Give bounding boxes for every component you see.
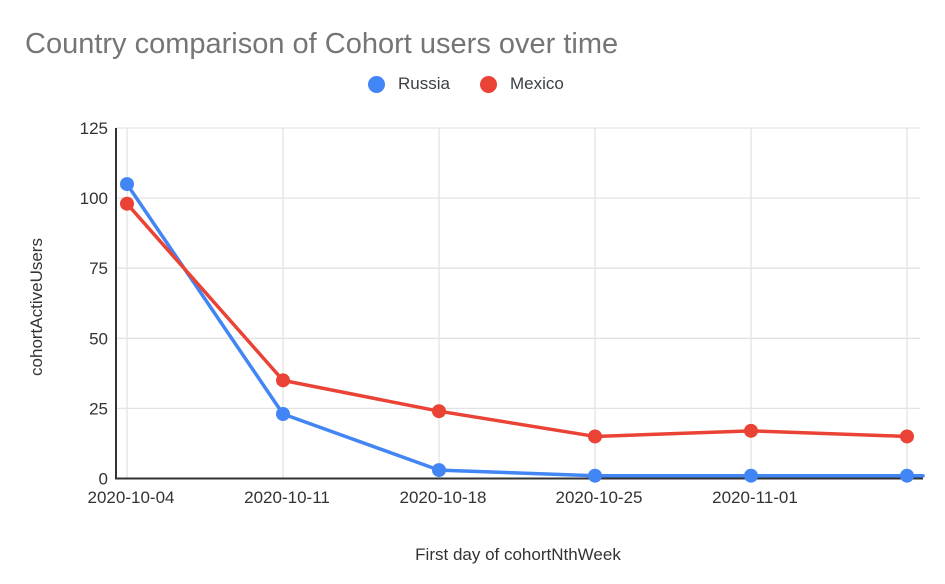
legend-label-russia: Russia <box>398 74 450 93</box>
y-tick-label: 125 <box>80 119 108 138</box>
x-tick-label: 2020-10-04 <box>88 488 175 507</box>
y-tick-label: 0 <box>99 470 108 489</box>
data-point-mexico <box>900 429 914 444</box>
y-axis-title: cohortActiveUsers <box>27 238 46 376</box>
data-point-mexico <box>120 196 134 211</box>
data-point-russia <box>588 468 602 483</box>
legend: Russia Mexico <box>368 74 564 94</box>
x-tick-label: 2020-11-01 <box>712 488 798 507</box>
data-point-mexico <box>432 404 446 419</box>
legend-item-mexico[interactable]: Mexico <box>479 74 564 94</box>
data-point-russia <box>120 177 134 192</box>
x-tick-label: 2020-10-11 <box>244 488 330 507</box>
data-point-russia <box>432 463 446 478</box>
x-tick-label: 2020-10-25 <box>556 488 643 507</box>
legend-dot-mexico-icon <box>479 75 497 93</box>
y-tick-label: 50 <box>89 329 108 348</box>
data-point-russia <box>744 468 758 483</box>
chart-title: Country comparison of Cohort users over … <box>25 28 619 60</box>
data-point-mexico <box>276 373 290 388</box>
series-line-mexico <box>125 201 909 439</box>
legend-item-russia[interactable]: Russia <box>368 74 450 94</box>
y-tick-label: 100 <box>80 189 108 208</box>
data-point-mexico <box>744 423 758 438</box>
x-tick-label: 2020-10-18 <box>400 488 487 507</box>
x-axis-title: First day of cohortNthWeek <box>415 545 621 564</box>
y-tick-label: 25 <box>89 399 108 418</box>
legend-dot-russia-icon <box>368 75 385 93</box>
data-point-russia <box>900 468 914 483</box>
y-tick-label: 75 <box>89 259 108 278</box>
data-point-russia <box>276 407 290 422</box>
legend-label-mexico: Mexico <box>509 74 564 93</box>
data-point-mexico <box>588 429 602 444</box>
